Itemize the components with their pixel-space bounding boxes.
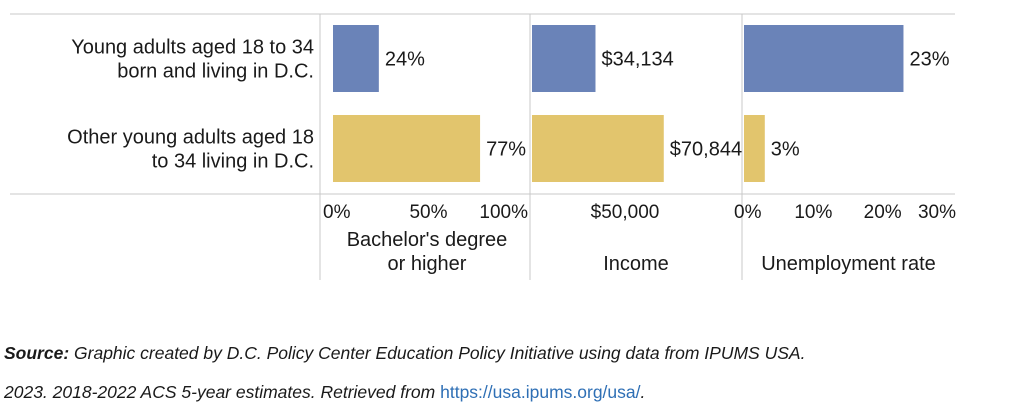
chart: Young adults aged 18 to 34 born and livin…: [10, 13, 956, 280]
tick-label: 0%: [734, 202, 762, 223]
value-label: $70,844: [670, 139, 742, 161]
source-label: Source:: [4, 343, 70, 363]
bar: [532, 25, 596, 92]
bar: [744, 25, 904, 92]
source-text-1: Graphic created by D.C. Policy Center Ed…: [69, 343, 806, 363]
panel-income: $34,134 $70,844 $50,000 Income: [532, 25, 742, 275]
tick-label: 0%: [323, 202, 351, 223]
value-label: 24%: [385, 49, 425, 71]
tick-label: 10%: [794, 202, 832, 223]
panel-unemployment: 23% 3% 0% 10% 20% 30% Unemployment rate: [734, 25, 956, 275]
value-label: $34,134: [601, 49, 673, 71]
category-labels: Young adults aged 18 to 34 born and livin…: [67, 37, 314, 173]
axis-title: Bachelor's degree: [347, 229, 508, 251]
bar: [532, 115, 664, 182]
axis-title: Income: [603, 253, 669, 275]
category-label-line: Other young adults aged 18: [67, 127, 314, 149]
bar: [333, 25, 379, 92]
axis-title: or higher: [388, 253, 467, 275]
category-label-line: born and living in D.C.: [117, 61, 314, 83]
tick-label: 30%: [918, 202, 956, 223]
value-label: 23%: [909, 49, 949, 71]
source-text-2: 2023. 2018-2022 ACS 5-year estimates. Re…: [4, 382, 441, 402]
source-line-2: 2023. 2018-2022 ACS 5-year estimates. Re…: [4, 382, 645, 403]
bar: [333, 115, 481, 182]
category-label-line: Young adults aged 18 to 34: [71, 37, 314, 59]
chart-frame: [10, 13, 955, 280]
bar: [744, 115, 765, 182]
tick-label: 100%: [479, 202, 528, 223]
axis-title: Unemployment rate: [761, 253, 936, 275]
value-label: 77%: [486, 139, 526, 161]
tick-label: $50,000: [591, 202, 660, 223]
category-label-line: to 34 living in D.C.: [152, 151, 314, 173]
category-label: Other young adults aged 18 to 34 living i…: [67, 127, 314, 173]
source-link[interactable]: https://usa.ipums.org/usa/: [440, 382, 641, 402]
tick-label: 50%: [409, 202, 447, 223]
category-label: Young adults aged 18 to 34 born and livin…: [71, 37, 314, 83]
source-text-end: .: [640, 382, 646, 402]
source-line-1: Source: Graphic created by D.C. Policy C…: [4, 343, 805, 364]
tick-label: 20%: [864, 202, 902, 223]
value-label: 3%: [771, 139, 800, 161]
